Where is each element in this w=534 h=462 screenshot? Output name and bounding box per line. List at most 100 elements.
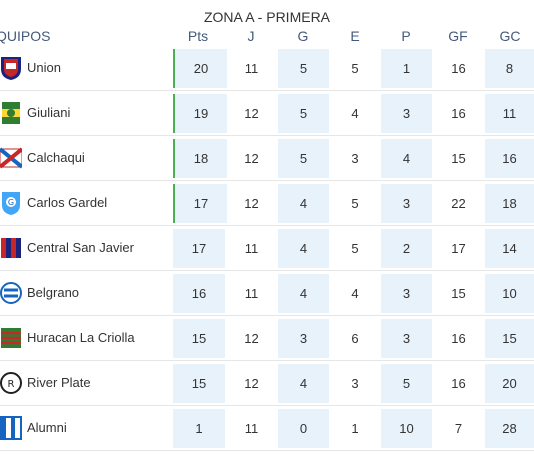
cell-j: 12 bbox=[244, 196, 259, 211]
cell-pts: 17 bbox=[173, 184, 227, 223]
cell-gc: 16 bbox=[485, 139, 534, 178]
belgrano-logo-icon bbox=[0, 280, 22, 306]
cell-e: 5 bbox=[351, 61, 359, 76]
cell-gc: 14 bbox=[485, 229, 534, 268]
central-san-javier-logo-icon bbox=[0, 235, 22, 261]
cell-e: 3 bbox=[351, 376, 359, 391]
table-row[interactable]: Huracan La Criolla 15 12 3 6 3 16 15 bbox=[0, 316, 534, 361]
table-row[interactable]: Calchaqui 18 12 5 3 4 15 16 bbox=[0, 136, 534, 181]
cell-gf: 16 bbox=[451, 331, 466, 346]
cell-gf: 16 bbox=[451, 61, 466, 76]
cell-e: 4 bbox=[351, 286, 359, 301]
cell-p: 4 bbox=[381, 139, 432, 178]
cell-gc: 28 bbox=[485, 409, 534, 448]
table-row[interactable]: R River Plate 15 12 4 3 5 16 20 bbox=[0, 361, 534, 406]
cell-e: 5 bbox=[351, 241, 359, 256]
team-name[interactable]: Belgrano bbox=[27, 285, 80, 300]
cell-j: 11 bbox=[244, 241, 259, 256]
calchaqui-logo-icon bbox=[0, 145, 24, 171]
cell-gf: 15 bbox=[451, 151, 466, 166]
table-title: ZONA A - PRIMERA bbox=[203, 9, 331, 25]
team-name[interactable]: Giuliani bbox=[27, 105, 71, 120]
table-header: QUIPOS Pts J G E P GF GC bbox=[0, 28, 534, 46]
cell-j: 12 bbox=[244, 376, 259, 391]
cell-j: 12 bbox=[244, 106, 259, 121]
alumni-logo-icon bbox=[0, 415, 22, 441]
cell-gf: 16 bbox=[451, 376, 466, 391]
cell-pts: 15 bbox=[173, 319, 225, 358]
cell-p: 3 bbox=[381, 319, 432, 358]
cell-e: 6 bbox=[351, 331, 359, 346]
carlos-gardel-logo-icon: G bbox=[0, 190, 22, 216]
cell-gc: 18 bbox=[485, 184, 534, 223]
cell-gc: 8 bbox=[485, 49, 534, 88]
cell-g: 4 bbox=[278, 184, 329, 223]
cell-p: 3 bbox=[381, 274, 432, 313]
giuliani-logo-icon bbox=[0, 100, 22, 126]
cell-g: 5 bbox=[278, 49, 329, 88]
cell-gf: 15 bbox=[451, 286, 466, 301]
cell-p: 3 bbox=[381, 94, 432, 133]
cell-g: 4 bbox=[278, 274, 329, 313]
header-gc: GC bbox=[499, 28, 521, 44]
union-logo-icon bbox=[0, 55, 22, 81]
header-e: E bbox=[350, 28, 360, 44]
cell-j: 12 bbox=[244, 151, 259, 166]
cell-p: 10 bbox=[381, 409, 432, 448]
cell-g: 0 bbox=[278, 409, 329, 448]
cell-g: 3 bbox=[278, 319, 329, 358]
river-plate-logo-icon: R bbox=[0, 370, 22, 396]
huracan-logo-icon bbox=[0, 325, 22, 351]
cell-gf: 16 bbox=[451, 106, 466, 121]
header-j: J bbox=[247, 28, 255, 44]
cell-g: 4 bbox=[278, 229, 329, 268]
cell-gf: 22 bbox=[451, 196, 466, 211]
svg-text:R: R bbox=[8, 379, 15, 390]
cell-g: 5 bbox=[278, 139, 329, 178]
cell-e: 3 bbox=[351, 151, 359, 166]
header-team: QUIPOS bbox=[0, 28, 51, 44]
cell-e: 5 bbox=[351, 196, 359, 211]
cell-p: 5 bbox=[381, 364, 432, 403]
team-name[interactable]: Alumni bbox=[27, 420, 67, 435]
cell-g: 4 bbox=[278, 364, 329, 403]
cell-pts: 19 bbox=[173, 94, 227, 133]
cell-gc: 15 bbox=[485, 319, 534, 358]
cell-pts: 16 bbox=[173, 274, 225, 313]
header-pts: Pts bbox=[187, 28, 209, 44]
cell-j: 11 bbox=[244, 61, 259, 76]
cell-gf: 7 bbox=[454, 421, 463, 436]
cell-p: 1 bbox=[381, 49, 432, 88]
team-name[interactable]: Union bbox=[27, 60, 61, 75]
header-g: G bbox=[297, 28, 309, 44]
cell-pts: 15 bbox=[173, 364, 225, 403]
cell-gf: 17 bbox=[451, 241, 466, 256]
svg-text:G: G bbox=[8, 198, 14, 207]
table-row[interactable]: Belgrano 16 11 4 4 3 15 10 bbox=[0, 271, 534, 316]
cell-gc: 20 bbox=[485, 364, 534, 403]
cell-pts: 18 bbox=[173, 139, 227, 178]
cell-p: 3 bbox=[381, 184, 432, 223]
team-name[interactable]: Central San Javier bbox=[27, 240, 134, 255]
team-name[interactable]: Calchaqui bbox=[27, 150, 85, 165]
cell-gc: 10 bbox=[485, 274, 534, 313]
cell-j: 11 bbox=[244, 286, 259, 301]
cell-j: 11 bbox=[244, 421, 259, 436]
cell-pts: 1 bbox=[173, 409, 225, 448]
team-name[interactable]: River Plate bbox=[27, 375, 91, 390]
table-row[interactable]: Alumni 1 11 0 1 10 7 28 bbox=[0, 406, 534, 451]
header-gf: GF bbox=[448, 28, 468, 44]
table-row[interactable]: G Carlos Gardel 17 12 4 5 3 22 18 bbox=[0, 181, 534, 226]
cell-e: 4 bbox=[351, 106, 359, 121]
cell-p: 2 bbox=[381, 229, 432, 268]
cell-pts: 17 bbox=[173, 229, 225, 268]
table-row[interactable]: Central San Javier 17 11 4 5 2 17 14 bbox=[0, 226, 534, 271]
team-name[interactable]: Carlos Gardel bbox=[27, 195, 108, 210]
table-row[interactable]: Union 20 11 5 5 1 16 8 bbox=[0, 46, 534, 91]
cell-g: 5 bbox=[278, 94, 329, 133]
cell-gc: 11 bbox=[485, 94, 534, 133]
table-row[interactable]: Giuliani 19 12 5 4 3 16 11 bbox=[0, 91, 534, 136]
header-p: P bbox=[401, 28, 411, 44]
team-name[interactable]: Huracan La Criolla bbox=[27, 330, 135, 345]
cell-j: 12 bbox=[244, 331, 259, 346]
